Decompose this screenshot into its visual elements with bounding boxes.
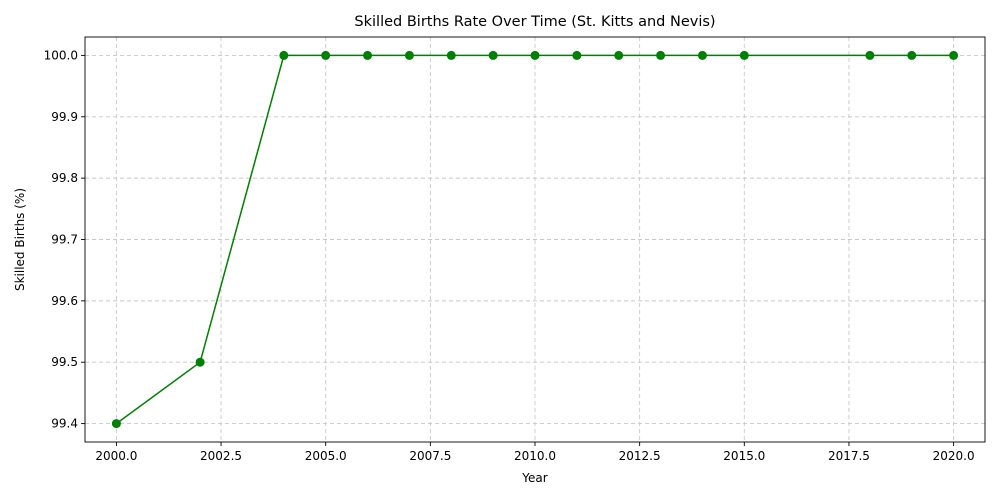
x-tick-label: 2010.0 — [514, 449, 556, 463]
data-point — [656, 50, 666, 60]
data-point — [865, 50, 875, 60]
data-point — [321, 50, 331, 60]
data-point — [488, 50, 498, 60]
y-tick-label: 99.4 — [51, 417, 78, 431]
x-tick-label: 2002.5 — [200, 449, 242, 463]
data-point — [111, 419, 121, 429]
x-tick-label: 2017.5 — [828, 449, 870, 463]
y-tick-label: 100.0 — [44, 48, 78, 62]
x-tick-label: 2015.0 — [723, 449, 765, 463]
y-tick-label: 99.8 — [51, 171, 78, 185]
data-point — [195, 357, 205, 367]
y-tick-label: 99.7 — [51, 233, 78, 247]
data-point — [446, 50, 456, 60]
x-tick-label: 2020.0 — [933, 449, 975, 463]
data-point — [363, 50, 373, 60]
data-point — [404, 50, 414, 60]
data-series — [111, 50, 959, 429]
x-tick-label: 2007.5 — [409, 449, 451, 463]
x-tick-label: 2000.0 — [95, 449, 137, 463]
data-point — [530, 50, 540, 60]
data-point — [949, 50, 959, 60]
y-tick-label: 99.9 — [51, 110, 78, 124]
x-axis-label: Year — [521, 471, 547, 485]
x-tick-label: 2005.0 — [305, 449, 347, 463]
x-tick-label: 2012.5 — [619, 449, 661, 463]
data-point — [739, 50, 749, 60]
x-axis-ticks: 2000.0 2002.5 2005.0 2007.5 2010.0 2012.5 2015… — [95, 442, 975, 463]
y-axis-ticks: 99.4 99.5 99.6 99.7 99.8 99.9 100.0 — [44, 48, 85, 431]
data-point — [279, 50, 289, 60]
data-point — [697, 50, 707, 60]
data-point — [614, 50, 624, 60]
data-point — [907, 50, 917, 60]
y-axis-label: Skilled Births (%) — [13, 188, 27, 291]
y-tick-label: 99.5 — [51, 355, 78, 369]
chart-title: Skilled Births Rate Over Time (St. Kitts… — [354, 14, 715, 30]
y-tick-label: 99.6 — [51, 294, 78, 308]
data-point — [572, 50, 582, 60]
grid-lines — [85, 37, 985, 442]
